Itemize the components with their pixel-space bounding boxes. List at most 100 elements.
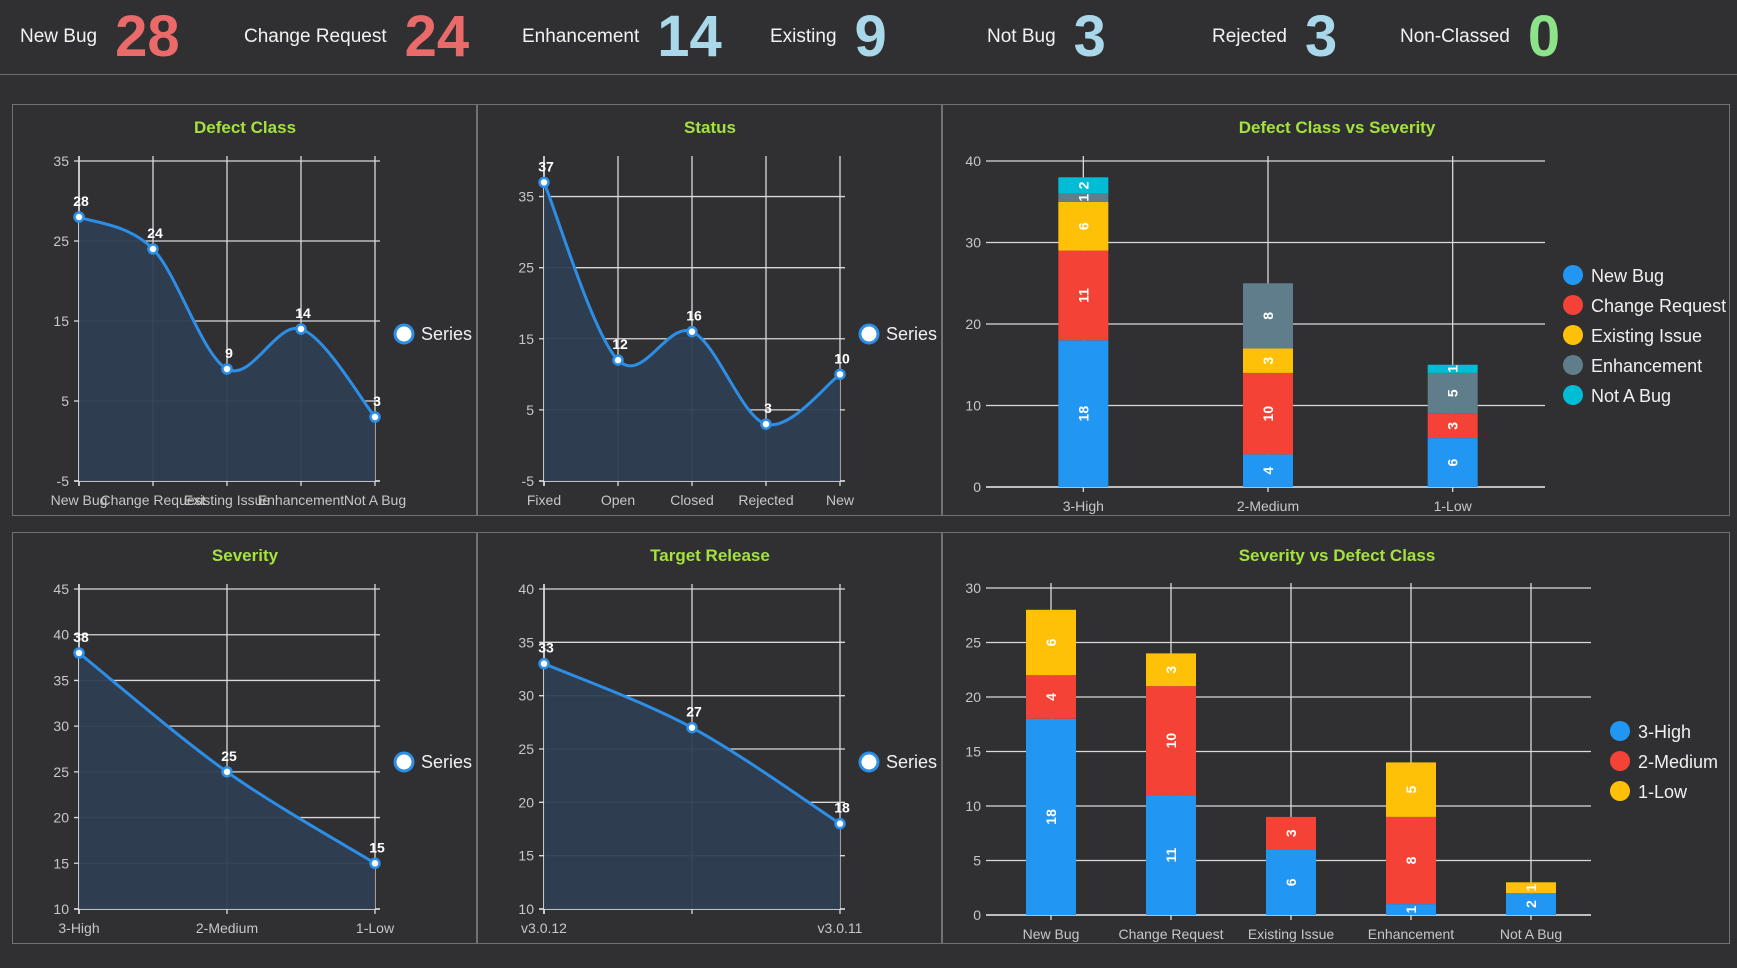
segment-label: 4 <box>1043 693 1059 701</box>
data-label: 14 <box>295 305 311 321</box>
y-tick-label: 40 <box>518 581 534 597</box>
kpi-value: 14 <box>657 4 722 69</box>
y-tick-label: 5 <box>973 853 981 869</box>
segment-label: 10 <box>1260 406 1276 422</box>
segment-label: 8 <box>1260 312 1276 320</box>
data-label: 33 <box>538 640 554 656</box>
kpi-label: Enhancement <box>522 26 640 47</box>
bar-segment <box>1427 413 1478 439</box>
segment-label: 18 <box>1043 809 1059 825</box>
data-label: 18 <box>834 800 850 816</box>
kpi-label: Non-Classed <box>1400 26 1510 47</box>
bar-segment <box>1386 904 1436 915</box>
data-point <box>73 211 85 223</box>
y-tick-label: 10 <box>518 901 534 917</box>
bar-segment <box>1146 653 1196 687</box>
legend-marker <box>1563 355 1583 375</box>
defect-class-panel: Defect Class -5 5 15 25 35 New Bug Change Reque… <box>12 104 477 516</box>
legend-label: Existing Issue <box>1591 326 1702 346</box>
bar-segment <box>1266 816 1316 850</box>
data-label: 37 <box>538 158 554 174</box>
y-tick-label: 25 <box>518 260 534 276</box>
severity-vs-class-chart: Severity vs Defect Class051015202530New … <box>965 546 1718 942</box>
kpi-value: 28 <box>115 4 180 69</box>
y-tick-label: 45 <box>53 581 69 597</box>
y-tick-label: 20 <box>53 810 69 826</box>
kpi-rejected: Rejected 3 <box>1212 0 1337 74</box>
x-tick-label: v3.0.11 <box>818 920 863 936</box>
legend-marker <box>393 751 415 773</box>
y-tick-label: 10 <box>53 901 69 917</box>
segment-label: 10 <box>1163 733 1179 749</box>
legend-label: New Bug <box>1591 266 1664 286</box>
segment-label: 5 <box>1445 389 1461 397</box>
data-point <box>221 363 233 375</box>
segment-label: 6 <box>1075 222 1091 230</box>
data-label: 16 <box>686 308 702 324</box>
kpi-value: 24 <box>404 4 470 69</box>
bar-segment <box>1506 893 1556 915</box>
data-label: 25 <box>221 748 237 764</box>
x-tick-label: Fixed <box>527 492 561 508</box>
target-release-panel: Target Release 10 15 20 25 30 35 40 v3.0.12 v3.0.… <box>477 532 942 944</box>
kpi-value: 3 <box>1073 4 1106 69</box>
y-tick-label: 25 <box>518 741 534 757</box>
data-point <box>686 721 698 734</box>
segment-label: 1 <box>1523 884 1539 892</box>
legend-label: 1-Low <box>1638 782 1688 802</box>
y-tick-label: 20 <box>965 316 981 332</box>
data-point <box>686 325 698 338</box>
legend-marker <box>1610 751 1630 771</box>
data-point <box>369 411 381 423</box>
y-tick-label: -5 <box>522 473 535 489</box>
segment-label: 1 <box>1445 365 1461 373</box>
y-tick-label: 10 <box>965 798 981 814</box>
chart-title: Defect Class vs Severity <box>1239 118 1436 137</box>
y-tick-label: 30 <box>965 580 981 596</box>
x-tick-label: 2-Medium <box>1237 498 1299 514</box>
chart-title: Severity vs Defect Class <box>1239 546 1436 565</box>
x-tick-label: Not A Bug <box>344 492 406 508</box>
x-tick-label: Enhancement <box>258 492 345 508</box>
y-tick-label: 5 <box>526 402 534 418</box>
series-area <box>79 217 375 481</box>
x-tick-label: 1-Low <box>1434 498 1473 514</box>
legend-marker <box>858 323 880 345</box>
kpi-label: New Bug <box>20 26 98 47</box>
chart-title: Status <box>684 118 736 137</box>
data-label: 28 <box>73 193 89 209</box>
bar-segment <box>1058 250 1109 341</box>
bar-segment <box>1266 849 1316 915</box>
legend-marker <box>1610 721 1630 741</box>
y-tick-label: 35 <box>53 153 69 169</box>
x-tick-label: 2-Medium <box>196 920 258 936</box>
x-tick-label: Existing Issue <box>1248 926 1335 942</box>
x-tick-label: 3-High <box>1063 498 1104 514</box>
severity-vs-class-panel: Severity vs Defect Class 0 5 10 15 20 25 30 New … <box>942 532 1730 944</box>
y-tick-label: 25 <box>53 764 69 780</box>
y-tick-label: 35 <box>518 634 534 650</box>
bar-segment <box>1026 718 1076 915</box>
data-point <box>147 243 159 255</box>
segment-label: 11 <box>1075 288 1091 303</box>
bar-segment <box>1026 609 1076 676</box>
y-tick-label: 25 <box>53 233 69 249</box>
bar-segment <box>1026 675 1076 719</box>
data-label: 3 <box>764 400 772 416</box>
bar-segment <box>1243 454 1293 487</box>
bar-segment <box>1058 201 1109 251</box>
segment-label: 6 <box>1043 638 1059 646</box>
segment-label: 2 <box>1523 900 1539 908</box>
y-tick-label: 10 <box>965 398 981 414</box>
y-tick-label: 15 <box>518 848 534 864</box>
legend-label: Series <box>886 752 937 772</box>
x-tick-label: Rejected <box>738 492 793 508</box>
series-area <box>544 663 840 909</box>
segment-label: 8 <box>1403 856 1419 864</box>
data-label: 9 <box>225 345 233 361</box>
data-label: 24 <box>147 225 163 241</box>
target-release-chart: Target Release 10 15 20 25 30 35 40 v3.0.12 v3.0.… <box>518 546 937 936</box>
bar-segment <box>1243 372 1293 455</box>
kpi-label: Not Bug <box>987 26 1056 47</box>
